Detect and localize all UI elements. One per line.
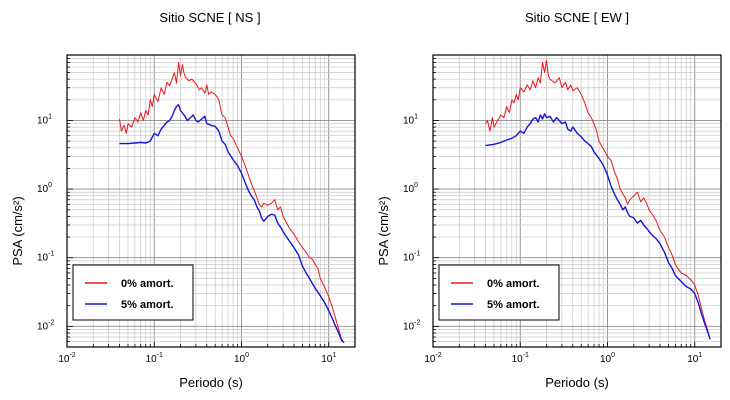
- y-tick-label: 101: [37, 113, 52, 126]
- series-0-percent-line: [485, 59, 711, 340]
- legend-box: [72, 264, 194, 321]
- series-5-percent-line: [485, 113, 711, 340]
- plot-frame: [66, 54, 356, 348]
- legend-label: 5% amort.: [487, 299, 540, 311]
- series-group: [485, 59, 711, 340]
- series-group: [119, 62, 345, 344]
- legend-label: 0% amort.: [121, 278, 174, 290]
- plot-frame: [432, 54, 722, 348]
- legend: 0% amort. 5% amort.: [438, 264, 560, 321]
- tick-labels: 10-2 10-1 100 101 10-2 10-1 100 101: [37, 113, 336, 365]
- x-tick-label: 10-2: [58, 352, 75, 365]
- legend-box: [438, 264, 560, 321]
- x-tick-label: 100: [234, 352, 249, 365]
- legend-label: 0% amort.: [487, 278, 540, 290]
- chart-panel-ns: Sitio SCNE [ NS ] 10-2 10-1 100 101 10-2 10-1…: [10, 10, 356, 390]
- y-axis-label: PSA (cm/s²): [376, 196, 391, 265]
- legend-label: 5% amort.: [121, 299, 174, 311]
- x-tick-label: 10-2: [424, 352, 441, 365]
- x-tick-label: 101: [687, 352, 702, 365]
- y-tick-label: 10-1: [403, 251, 420, 264]
- y-tick-label: 100: [37, 182, 52, 195]
- y-tick-label: 100: [403, 182, 418, 195]
- grid-lines: [432, 54, 722, 348]
- series-5-percent-line: [119, 104, 345, 344]
- x-tick-label: 100: [600, 352, 615, 365]
- x-tick-label: 101: [321, 352, 336, 365]
- series-0-percent-line: [119, 62, 345, 343]
- y-tick-label: 101: [403, 113, 418, 126]
- x-axis-label: Periodo (s): [179, 375, 243, 390]
- y-tick-label: 10-2: [403, 319, 420, 332]
- x-axis-label: Periodo (s): [545, 375, 609, 390]
- y-tick-label: 10-2: [37, 319, 54, 332]
- x-tick-label: 10-1: [512, 352, 529, 365]
- y-tick-label: 10-1: [37, 251, 54, 264]
- y-axis-label: PSA (cm/s²): [10, 196, 25, 265]
- legend: 0% amort. 5% amort.: [72, 264, 194, 321]
- chart-title: Sitio SCNE [ NS ]: [159, 10, 260, 25]
- tick-labels: 10-2 10-1 100 101 10-2 10-1 100 101: [403, 113, 702, 365]
- x-tick-label: 10-1: [146, 352, 163, 365]
- chart-panel-ew: Sitio SCNE [ EW ] 10-2 10-1 100 101 10-2 10-1…: [376, 10, 722, 390]
- chart-title: Sitio SCNE [ EW ]: [525, 10, 629, 25]
